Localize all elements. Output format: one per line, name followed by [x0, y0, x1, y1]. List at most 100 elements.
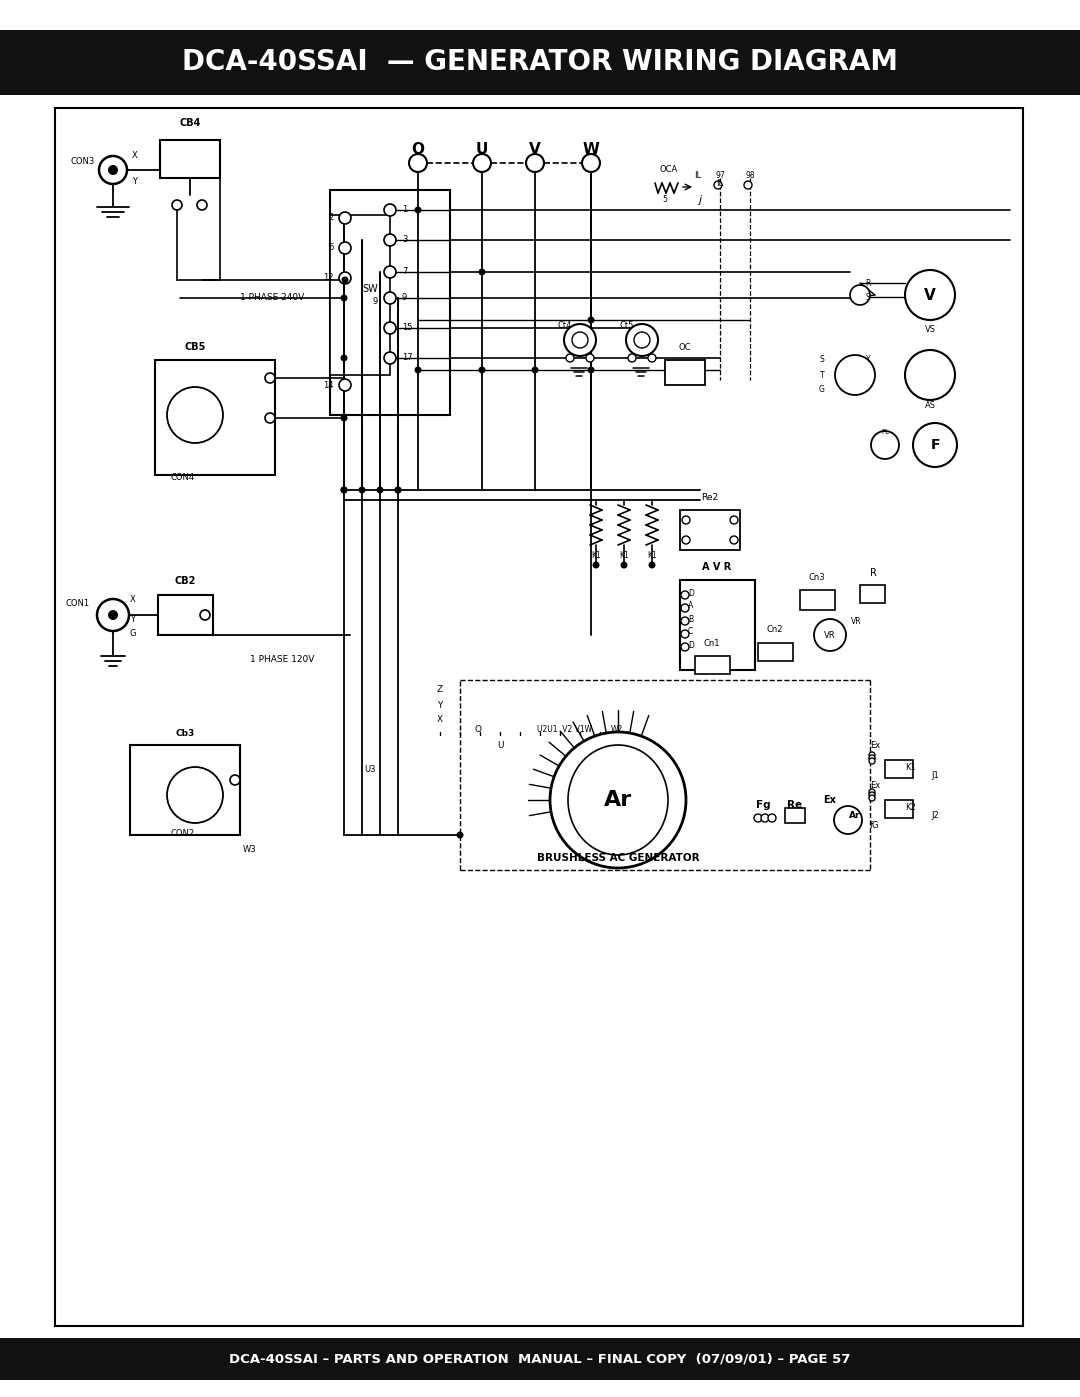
Text: CB4: CB4 — [179, 117, 201, 129]
Circle shape — [588, 317, 594, 324]
Text: Ex: Ex — [824, 795, 836, 805]
Text: Fg: Fg — [756, 800, 770, 810]
Circle shape — [478, 366, 486, 373]
Circle shape — [99, 156, 127, 184]
Circle shape — [339, 212, 351, 224]
Text: DCA-40SSAI – PARTS AND OPERATION  MANUAL – FINAL COPY  (07/09/01) – PAGE 57: DCA-40SSAI – PARTS AND OPERATION MANUAL … — [229, 1352, 851, 1365]
Text: D: D — [688, 588, 693, 598]
Text: A: A — [688, 602, 693, 610]
Circle shape — [730, 515, 738, 524]
Circle shape — [648, 562, 656, 569]
Text: S: S — [866, 292, 870, 302]
Circle shape — [835, 355, 875, 395]
Text: K1: K1 — [905, 764, 916, 773]
Circle shape — [913, 423, 957, 467]
Text: O: O — [474, 725, 482, 735]
Circle shape — [681, 515, 690, 524]
Text: CON3: CON3 — [71, 158, 95, 166]
Circle shape — [681, 630, 689, 638]
Text: IL: IL — [694, 170, 702, 179]
Text: W: W — [582, 141, 599, 156]
Text: BRUSHLESS AC GENERATOR: BRUSHLESS AC GENERATOR — [537, 854, 700, 863]
Text: 1 PHASE 120V: 1 PHASE 120V — [249, 655, 314, 665]
Text: 2: 2 — [328, 214, 334, 222]
Circle shape — [550, 732, 686, 868]
Text: J2: J2 — [931, 810, 939, 820]
Text: Cn1: Cn1 — [704, 640, 720, 648]
Circle shape — [754, 814, 762, 821]
Circle shape — [384, 235, 396, 246]
Circle shape — [626, 324, 658, 356]
Text: C: C — [688, 627, 693, 637]
Circle shape — [384, 204, 396, 217]
Text: Y: Y — [866, 355, 870, 365]
Circle shape — [340, 415, 348, 422]
Text: VR: VR — [851, 617, 862, 626]
Text: V: V — [924, 288, 936, 303]
Text: X: X — [437, 715, 443, 725]
Circle shape — [394, 486, 402, 493]
Circle shape — [627, 353, 636, 362]
Circle shape — [768, 814, 777, 821]
Circle shape — [97, 599, 129, 631]
Text: SW: SW — [362, 284, 378, 293]
Circle shape — [681, 536, 690, 543]
Circle shape — [340, 295, 348, 302]
Text: 9: 9 — [402, 293, 407, 303]
Text: R: R — [869, 569, 877, 578]
Circle shape — [340, 486, 348, 493]
Text: Y: Y — [133, 177, 137, 187]
Circle shape — [586, 353, 594, 362]
Bar — [330, 215, 390, 374]
Bar — [665, 360, 705, 386]
Text: OCA: OCA — [660, 165, 678, 173]
Circle shape — [457, 831, 463, 838]
Text: 15: 15 — [402, 324, 413, 332]
Text: PL: PL — [881, 429, 889, 434]
Text: CON1: CON1 — [66, 599, 90, 609]
Circle shape — [681, 591, 689, 599]
Text: A V R: A V R — [702, 562, 731, 571]
Text: W3: W3 — [243, 845, 257, 855]
Text: Re: Re — [787, 800, 802, 810]
Circle shape — [359, 486, 365, 493]
Bar — [130, 745, 240, 835]
Text: OC: OC — [678, 344, 691, 352]
Text: B: B — [688, 615, 693, 623]
Circle shape — [621, 562, 627, 569]
Text: Ar: Ar — [604, 789, 632, 810]
Bar — [680, 580, 755, 671]
Bar — [785, 807, 805, 823]
Circle shape — [394, 486, 402, 493]
Circle shape — [526, 154, 544, 172]
Text: Ct4: Ct4 — [557, 320, 572, 330]
Text: VR: VR — [824, 630, 836, 640]
Text: R: R — [865, 278, 870, 288]
Text: 17: 17 — [402, 353, 413, 362]
Bar — [860, 585, 885, 604]
Text: Cn3: Cn3 — [809, 573, 825, 581]
Text: DCA-40SSAI  — GENERATOR WIRING DIAGRAM: DCA-40SSAI — GENERATOR WIRING DIAGRAM — [183, 49, 897, 77]
Text: X: X — [130, 595, 136, 605]
Text: U: U — [497, 740, 503, 750]
Circle shape — [384, 352, 396, 365]
Text: Cb3: Cb3 — [175, 729, 194, 739]
Circle shape — [409, 154, 427, 172]
Text: 6: 6 — [328, 243, 334, 253]
Text: Cn2: Cn2 — [767, 626, 783, 634]
Circle shape — [339, 272, 351, 284]
Bar — [158, 595, 213, 636]
Circle shape — [714, 182, 723, 189]
Text: 7: 7 — [402, 267, 407, 277]
Bar — [758, 643, 793, 661]
Circle shape — [197, 200, 207, 210]
Text: 1 PHASE 240V: 1 PHASE 240V — [240, 292, 305, 302]
Text: CB2: CB2 — [174, 576, 195, 585]
Circle shape — [377, 486, 383, 493]
Text: Y: Y — [437, 701, 443, 711]
Circle shape — [167, 767, 222, 823]
Circle shape — [582, 154, 600, 172]
Text: X: X — [132, 151, 138, 161]
Text: fG: fG — [870, 820, 880, 830]
Text: U2U1  V2 V1W: U2U1 V2 V1W — [538, 725, 593, 735]
